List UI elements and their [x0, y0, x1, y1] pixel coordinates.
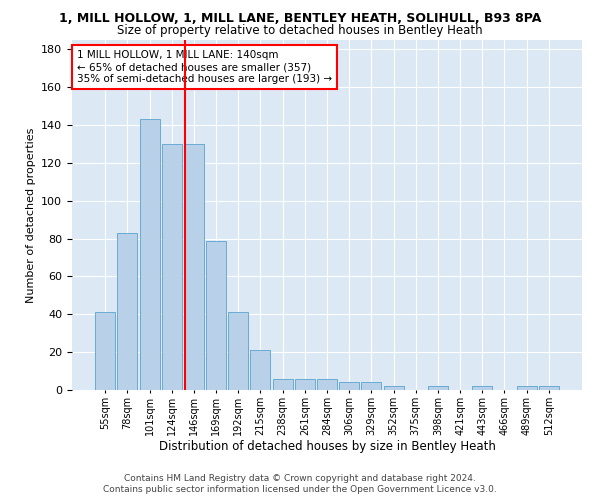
Bar	[383, 386, 404, 390]
Bar	[272, 378, 293, 390]
Bar	[140, 120, 160, 390]
Bar	[118, 233, 137, 390]
Bar	[317, 378, 337, 390]
Bar	[472, 386, 492, 390]
Bar	[339, 382, 359, 390]
Bar	[206, 240, 226, 390]
Bar	[361, 382, 382, 390]
Bar	[517, 386, 536, 390]
Text: Contains HM Land Registry data © Crown copyright and database right 2024.
Contai: Contains HM Land Registry data © Crown c…	[103, 474, 497, 494]
Bar	[539, 386, 559, 390]
X-axis label: Distribution of detached houses by size in Bentley Heath: Distribution of detached houses by size …	[158, 440, 496, 454]
Text: 1 MILL HOLLOW, 1 MILL LANE: 140sqm
← 65% of detached houses are smaller (357)
35: 1 MILL HOLLOW, 1 MILL LANE: 140sqm ← 65%…	[77, 50, 332, 84]
Bar	[228, 312, 248, 390]
Text: Size of property relative to detached houses in Bentley Heath: Size of property relative to detached ho…	[117, 24, 483, 37]
Bar	[95, 312, 115, 390]
Bar	[184, 144, 204, 390]
Bar	[250, 350, 271, 390]
Y-axis label: Number of detached properties: Number of detached properties	[26, 128, 35, 302]
Bar	[295, 378, 315, 390]
Bar	[162, 144, 182, 390]
Bar	[428, 386, 448, 390]
Text: 1, MILL HOLLOW, 1, MILL LANE, BENTLEY HEATH, SOLIHULL, B93 8PA: 1, MILL HOLLOW, 1, MILL LANE, BENTLEY HE…	[59, 12, 541, 26]
